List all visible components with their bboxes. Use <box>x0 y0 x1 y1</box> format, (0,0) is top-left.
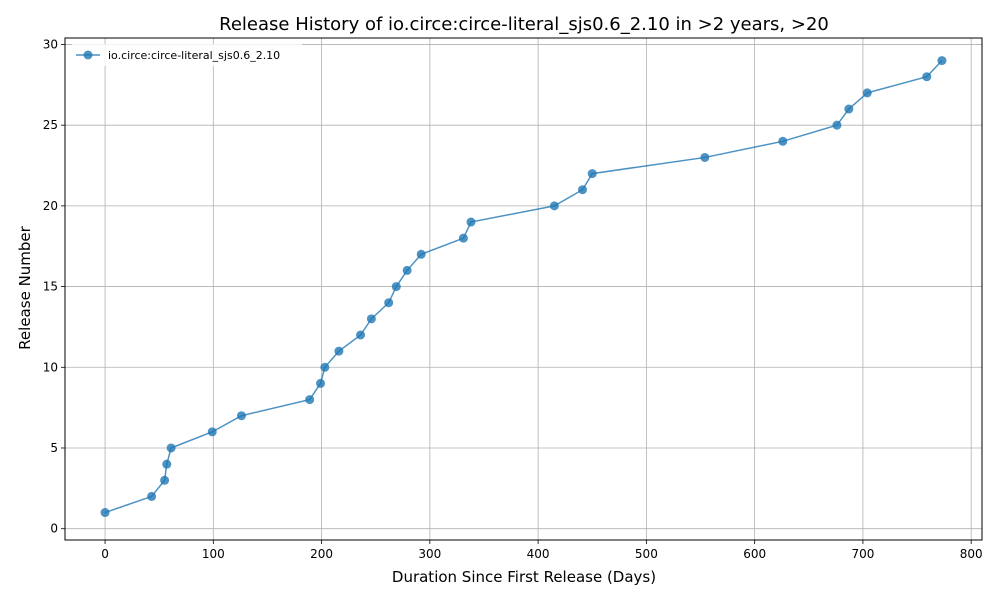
legend: io.circe:circe-literal_sjs0.6_2.10 <box>72 44 302 66</box>
data-point <box>466 217 476 227</box>
data-point <box>391 282 401 292</box>
data-point <box>166 443 176 453</box>
y-tick-label: 30 <box>43 37 58 51</box>
data-point <box>320 362 330 372</box>
data-point <box>700 152 710 162</box>
data-point <box>549 201 559 211</box>
data-point <box>778 136 788 146</box>
x-tick-label: 300 <box>418 547 441 561</box>
data-point <box>402 265 412 275</box>
y-tick-label: 15 <box>43 280 58 294</box>
data-point <box>937 56 947 66</box>
data-point <box>236 411 246 421</box>
data-point <box>416 249 426 259</box>
data-point <box>160 475 170 485</box>
data-point <box>334 346 344 356</box>
x-tick-label: 200 <box>310 547 333 561</box>
legend-box <box>72 44 302 66</box>
series-layer <box>100 56 947 518</box>
x-tick-label: 600 <box>743 547 766 561</box>
legend-entry-label: io.circe:circe-literal_sjs0.6_2.10 <box>108 49 280 62</box>
data-point <box>384 298 394 308</box>
data-point <box>922 72 932 82</box>
data-point <box>862 88 872 98</box>
data-point <box>356 330 366 340</box>
x-tick-label: 100 <box>202 547 225 561</box>
x-tick-label: 0 <box>101 547 109 561</box>
data-point <box>305 395 315 405</box>
data-point <box>366 314 376 324</box>
grid-lines <box>65 38 982 540</box>
y-tick-label: 20 <box>43 199 58 213</box>
data-point <box>578 185 588 195</box>
axis-ticks: 0 100 200 300 400 500 600 700 800 0 5 10 15 20 25 30 <box>43 37 983 561</box>
data-point <box>162 459 172 469</box>
y-tick-label: 5 <box>50 441 58 455</box>
x-tick-label: 400 <box>527 547 550 561</box>
data-point <box>587 169 597 179</box>
x-tick-label: 500 <box>635 547 658 561</box>
data-point <box>832 120 842 130</box>
chart-title: Release History of io.circe:circe-litera… <box>219 14 829 35</box>
data-point <box>316 378 326 388</box>
data-point <box>147 491 157 501</box>
legend-marker-sample <box>83 50 93 60</box>
data-point <box>458 233 468 243</box>
x-tick-label: 700 <box>851 547 874 561</box>
data-point <box>207 427 217 437</box>
y-axis-label: Release Number <box>16 225 34 349</box>
y-tick-label: 0 <box>50 522 58 536</box>
data-point <box>100 508 110 518</box>
x-axis-label: Duration Since First Release (Days) <box>392 568 656 586</box>
y-tick-label: 10 <box>43 360 58 374</box>
plot-area-frame <box>64 37 983 541</box>
data-point <box>844 104 854 114</box>
y-tick-label: 25 <box>43 118 58 132</box>
x-tick-label: 800 <box>960 547 983 561</box>
